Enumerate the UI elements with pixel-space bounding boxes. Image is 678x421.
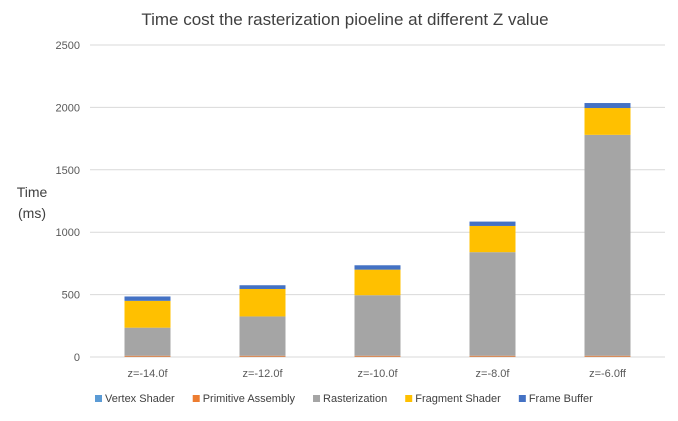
x-tick-label: z=-14.0f xyxy=(127,368,168,380)
legend: Vertex Shader Primitive Assembly Rasteriza… xyxy=(95,393,593,405)
chart-title: Time cost the rasterization pioeline at … xyxy=(141,10,548,29)
bar-segment xyxy=(355,295,401,356)
x-tick-label: z=-6.0ff xyxy=(589,368,627,380)
y-tick-label: 500 xyxy=(62,290,80,302)
y-tick-label: 1000 xyxy=(56,227,80,239)
bar-segment xyxy=(240,289,286,316)
legend-label: Vertex Shader xyxy=(105,393,175,405)
x-tick-label: z=-12.0f xyxy=(242,368,283,380)
y-tick-label: 1500 xyxy=(56,165,80,177)
legend-label: Frame Buffer xyxy=(529,393,593,405)
legend-swatch xyxy=(193,395,200,402)
x-tick-label: z=-8.0f xyxy=(476,368,511,380)
legend-swatch xyxy=(405,395,412,402)
legend-label: Rasterization xyxy=(323,393,387,405)
bars xyxy=(125,103,631,357)
bar-segment xyxy=(125,296,171,300)
y-tick-label: 2000 xyxy=(56,102,80,114)
bar-segment xyxy=(585,356,631,357)
bar-segment xyxy=(470,226,516,252)
legend-label: Fragment Shader xyxy=(415,393,501,405)
bar-segment xyxy=(470,222,516,226)
bar-segment xyxy=(125,328,171,356)
bar-segment xyxy=(470,252,516,356)
y-axis-label-line-1: Time xyxy=(17,184,48,200)
y-tick-label: 2500 xyxy=(56,40,80,52)
y-axis-label-line-2: (ms) xyxy=(18,205,46,221)
bar-segment xyxy=(585,108,631,135)
bar-segment xyxy=(240,356,286,357)
bar-segment xyxy=(355,270,401,296)
x-tick-label: z=-10.0f xyxy=(357,368,398,380)
bar-segment xyxy=(125,301,171,328)
y-tick-label: 0 xyxy=(74,352,80,364)
legend-label: Primitive Assembly xyxy=(203,393,296,405)
bar-segment xyxy=(585,135,631,356)
x-tick-labels: z=-14.0f z=-12.0f z=-10.0f z=-8.0f z=-6.0ff xyxy=(127,368,626,380)
legend-swatch xyxy=(313,395,320,402)
y-tick-labels: 0 500 1000 1500 2000 2500 xyxy=(56,40,80,364)
legend-swatch xyxy=(95,395,102,402)
bar-segment xyxy=(125,356,171,357)
legend-swatch xyxy=(519,395,526,402)
bar-segment xyxy=(585,103,631,108)
bar-segment xyxy=(470,356,516,357)
bar-segment xyxy=(355,265,401,269)
bar-segment xyxy=(240,285,286,289)
bar-segment xyxy=(240,316,286,355)
bar-segment xyxy=(355,356,401,357)
